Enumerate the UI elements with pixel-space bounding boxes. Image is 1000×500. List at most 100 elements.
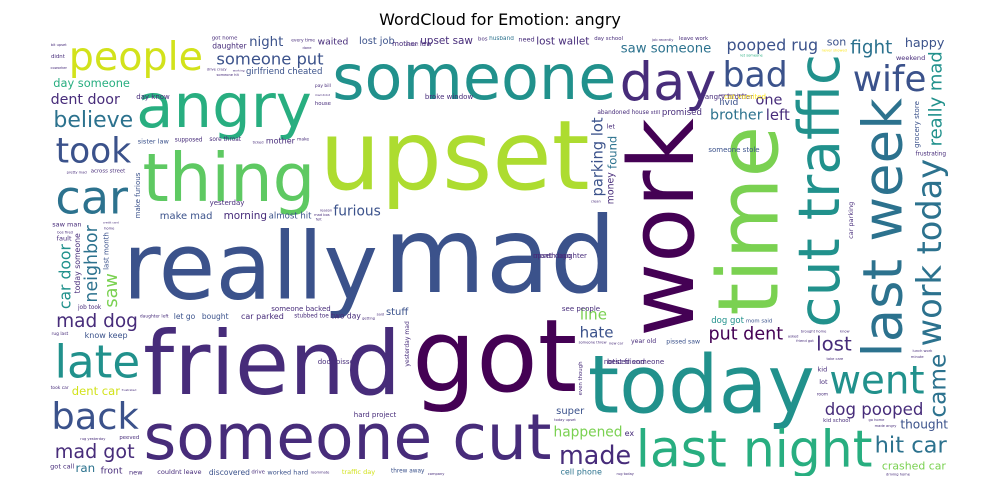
word-saw: saw (102, 273, 122, 307)
word-kid-school: kid school (823, 418, 850, 424)
word-leave-work: leave work (679, 36, 709, 42)
word-fault: fault (57, 235, 72, 243)
word-ran: ran (75, 461, 95, 475)
word-happened: happened (554, 425, 623, 441)
word-bos: bos (478, 37, 488, 43)
word-pay-bill: pay bill (315, 83, 331, 89)
word-let: let (607, 123, 616, 131)
word-best-friend: best friend (607, 358, 645, 366)
word-mad: mad (383, 195, 616, 317)
word-husband: husband (489, 36, 514, 42)
word-day-school: day school (594, 36, 623, 42)
word-didnt: didnt (51, 54, 65, 60)
word-go-home: go home (868, 418, 885, 422)
word-fight: fight (850, 37, 892, 58)
word-clean: clean (591, 199, 601, 203)
word-threw-away: threw away (391, 468, 425, 474)
word-car: car (55, 170, 128, 224)
word-rug-yesterday: rug yesterday (80, 437, 106, 441)
word-back: back (51, 395, 139, 438)
word-yesterday-mad: yesterday mad (404, 321, 411, 367)
word-happy: happy (905, 36, 945, 51)
word-broke-window: broke window (425, 93, 474, 101)
word-car-door: car door (56, 244, 75, 310)
word-made: made (559, 440, 631, 470)
word-upset-daughter: upset daughter (533, 252, 587, 260)
word-job-took: job took (77, 305, 102, 311)
word-mad-got: mad got (55, 440, 135, 463)
word-hit-car: hit car (875, 432, 948, 458)
word-noticed-someone: noticed someone (604, 358, 664, 366)
word-angry: angry (136, 71, 312, 142)
word-someone-hit: someone hit (216, 73, 239, 77)
word-friend-got: friend got (796, 339, 814, 343)
word-front: front (101, 466, 123, 476)
word-rug-today: rug today (616, 472, 634, 476)
word-last-week: last week (851, 98, 915, 358)
word-took-car: took car (51, 385, 69, 391)
word-took: took (56, 132, 132, 172)
word-late: late (54, 335, 140, 388)
word-yesterday: yesterday (210, 199, 245, 207)
word-daughter: daughter (212, 42, 247, 51)
word-let-someone: let someone (740, 54, 763, 58)
word-brought-home: brought home (801, 330, 827, 334)
word-company: company (428, 472, 445, 476)
word-dent-car: dent car (72, 384, 120, 398)
word-peeved: peeved (119, 435, 139, 441)
word-someone-threw: someone threw (579, 341, 607, 345)
word-drive-crazy: drive crazy (207, 68, 228, 72)
word-day: day (620, 52, 717, 113)
word-rug-last: rug last (52, 331, 69, 337)
word-brother: brother (710, 108, 763, 124)
word-year-old: year old (631, 338, 656, 345)
word-work: work (610, 118, 715, 337)
word-last-night: last night (636, 420, 873, 476)
word-cell-phone: cell phone (560, 468, 601, 476)
word-got-home: got home (212, 36, 238, 42)
word-angry-brother: angry brother (705, 93, 753, 101)
word-someone: someone (332, 41, 616, 114)
word-know-keep: know keep (85, 331, 128, 340)
word-really: really (123, 212, 378, 320)
word-daughter-left: daughter left (140, 313, 169, 319)
word-went: went (829, 358, 924, 403)
word-car-parking: car parking (847, 202, 855, 239)
word-mother-law: mother law (392, 40, 432, 48)
word-parking-lot: parking lot (590, 117, 607, 196)
word-couldnt-leave: couldnt leave (157, 468, 201, 476)
word-cat-vomited: cat vomited (724, 93, 766, 101)
word-today-someone: today someone (73, 233, 82, 293)
word-cut-traffic: cut traffic (787, 54, 853, 328)
word-pissed-saw: pissed saw (666, 338, 700, 345)
word-day-know: day know (136, 93, 170, 101)
word-minute: minute (911, 355, 925, 359)
word-let-go: let go (174, 312, 196, 321)
word-mother: mother (266, 137, 296, 146)
word-got-call: got call (50, 462, 74, 470)
word-house: house (315, 101, 332, 107)
word-every-time: every time (291, 37, 315, 43)
word-lost-job: lost job (359, 36, 395, 47)
word-promised: promised (662, 108, 702, 118)
word-today: today (588, 339, 815, 432)
word-work-today: work today (910, 159, 949, 346)
word-see-people: see people (562, 305, 600, 313)
word-discovered: discovered (209, 468, 250, 476)
chart-title: WordCloud for Emotion: angry (379, 10, 621, 29)
word-make: make (297, 137, 309, 143)
word-thing: thing (142, 139, 315, 217)
word-ex: ex (625, 429, 635, 438)
word-last-month: last month (102, 232, 111, 270)
word-new-car: new car (609, 342, 624, 346)
word-getting: getting (362, 317, 375, 321)
word-lot: lot (819, 378, 828, 386)
word-door-pissed: door pissed (318, 358, 359, 366)
word-said: said (377, 312, 384, 316)
word-traffic-day: traffic day (342, 468, 375, 476)
word-upset-saw: upset saw (420, 36, 473, 47)
word-thought: thought (900, 418, 948, 432)
word-left: left (766, 107, 790, 124)
word-mad-dog: mad dog (56, 311, 138, 332)
